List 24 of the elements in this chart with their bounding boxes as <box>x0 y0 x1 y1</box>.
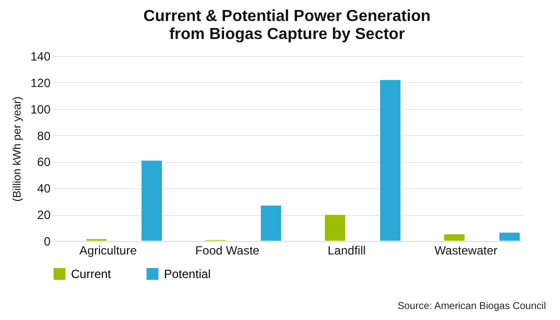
bar <box>324 214 346 242</box>
y-tick-label: 100 <box>30 102 51 116</box>
x-tick-label: Food Waste <box>195 244 260 258</box>
x-tick-label: Landfill <box>328 244 366 258</box>
y-tick-label: 0 <box>44 234 51 248</box>
source-note: Source: American Biogas Council <box>398 301 546 312</box>
bar <box>86 238 108 242</box>
y-tick-label: 40 <box>37 182 51 196</box>
x-tick-label: Wastewater <box>434 244 498 258</box>
x-tick-label: Agriculture <box>79 244 138 258</box>
legend-label: Potential <box>164 266 211 281</box>
bar <box>444 234 466 242</box>
chart-title: Current & Potential Power Generation from Biogas Capture by Sector <box>143 8 431 43</box>
legend-label: Current <box>71 266 112 281</box>
y-tick-label: 20 <box>37 208 51 222</box>
y-axis-title: (Billion kWh per year) <box>11 96 24 202</box>
y-tick-label: 60 <box>37 155 51 170</box>
bar <box>260 205 282 242</box>
y-tick-label: 120 <box>30 76 51 90</box>
y-tick-label: 140 <box>30 50 51 64</box>
y-tick-label: 80 <box>37 128 51 143</box>
bar <box>498 232 520 242</box>
bar <box>141 160 162 242</box>
bar <box>380 80 401 242</box>
